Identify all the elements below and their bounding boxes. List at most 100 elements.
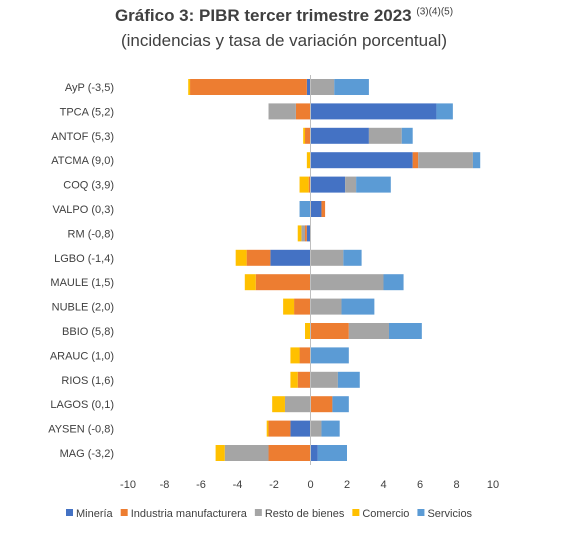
bar-bbio-5-8-servicios bbox=[388, 323, 422, 339]
bar-coq-3-9-industria-manufacturera bbox=[308, 176, 311, 193]
chart-subtitle: (incidencias y tasa de variación porcent… bbox=[120, 31, 447, 50]
bar-maule-1-5-servicios bbox=[383, 274, 404, 291]
bar-aysen-0-8-resto-de-bienes bbox=[310, 420, 322, 437]
bar-antof-5-3-resto-de-bienes bbox=[368, 127, 402, 144]
x-tick-label: -4 bbox=[233, 479, 243, 491]
bar-lgbo-1-4-resto-de-bienes bbox=[310, 249, 344, 266]
bar-ayp-3-5-resto-de-bienes bbox=[310, 79, 335, 95]
category-label: LAGOS (0,1) bbox=[50, 399, 114, 411]
bar-rios-1-6-comercio bbox=[290, 371, 298, 388]
bar-aysen-0-8-industria-manufacturera bbox=[268, 420, 291, 437]
bar-maule-1-5-resto-de-bienes bbox=[310, 274, 384, 291]
bar-nuble-2-0-servicios bbox=[341, 298, 375, 315]
bar-rm-0-8-comercio bbox=[297, 225, 302, 242]
category-label: TPCA (5,2) bbox=[60, 106, 114, 118]
legend: Minería Industria manufacturera Resto de b… bbox=[66, 508, 473, 520]
bar-lagos-0-1-industria-manufacturera bbox=[310, 396, 333, 413]
x-axis-ticks: -10 -8 -6 -4 -2 0 2 4 6 8 10 bbox=[120, 479, 499, 491]
bar-bbio-5-8-comercio bbox=[305, 323, 311, 339]
bar-lgbo-1-4-comercio bbox=[235, 249, 247, 266]
category-label: MAG (-3,2) bbox=[60, 448, 114, 460]
bar-antof-5-3-industria-manufacturera bbox=[305, 127, 311, 144]
category-labels: AyP (-3,5) TPCA (5,2) ANTOF (5,3) ATCMA (9,… bbox=[48, 82, 114, 460]
bar-tpca-5-2-mineria bbox=[310, 103, 437, 120]
legend-label-mineria: Minería bbox=[76, 508, 114, 520]
x-tick-label: 8 bbox=[453, 479, 459, 491]
bar-antof-5-3-mineria bbox=[310, 127, 369, 144]
bar-rios-1-6-servicios bbox=[337, 371, 360, 388]
bar-ayp-3-5-servicios bbox=[334, 79, 369, 95]
bar-mag-3-2-mineria bbox=[310, 445, 318, 461]
bars-layer bbox=[188, 75, 481, 465]
category-label: RIOS (1,6) bbox=[61, 375, 114, 387]
bar-nuble-2-0-resto-de-bienes bbox=[310, 298, 342, 315]
bar-bbio-5-8-industria-manufacturera bbox=[310, 323, 349, 339]
bar-arauc-1-0-servicios bbox=[310, 347, 349, 364]
legend-label-servicios: Servicios bbox=[427, 508, 472, 520]
legend-swatch-resto-de-bienes bbox=[254, 509, 262, 516]
x-tick-label: 6 bbox=[417, 479, 423, 491]
bar-rios-1-6-industria-manufacturera bbox=[297, 371, 311, 388]
category-label: COQ (3,9) bbox=[63, 180, 114, 192]
bar-atcma-9-0-resto-de-bienes bbox=[418, 152, 473, 169]
x-tick-label: -8 bbox=[160, 479, 170, 491]
bar-mag-3-2-industria-manufacturera bbox=[268, 445, 311, 461]
legend-label-resto-de-bienes: Resto de bienes bbox=[265, 508, 345, 520]
bar-ayp-3-5-industria-manufacturera bbox=[190, 79, 307, 95]
x-tick-label: 0 bbox=[307, 479, 313, 491]
category-label: ATCMA (9,0) bbox=[51, 155, 114, 167]
bar-coq-3-9-mineria bbox=[310, 176, 346, 193]
bar-mag-3-2-resto-de-bienes bbox=[224, 445, 269, 461]
category-label: LGBO (-1,4) bbox=[54, 253, 114, 265]
category-label: AYSEN (-0,8) bbox=[48, 424, 114, 436]
bar-tpca-5-2-servicios bbox=[436, 103, 453, 120]
bar-bbio-5-8-resto-de-bienes bbox=[348, 323, 389, 339]
bar-lgbo-1-4-industria-manufacturera bbox=[246, 249, 271, 266]
bar-ayp-3-5-comercio bbox=[188, 79, 191, 95]
legend-label-comercio: Comercio bbox=[362, 508, 409, 520]
bar-nuble-2-0-industria-manufacturera bbox=[294, 298, 311, 315]
bar-tpca-5-2-industria-manufacturera bbox=[295, 103, 311, 120]
bar-antof-5-3-comercio bbox=[303, 127, 306, 144]
x-tick-label: -2 bbox=[269, 479, 279, 491]
bar-coq-3-9-resto-de-bienes bbox=[345, 176, 357, 193]
bar-nuble-2-0-comercio bbox=[283, 298, 295, 315]
category-label: ANTOF (5,3) bbox=[51, 131, 114, 143]
bar-mag-3-2-comercio bbox=[215, 445, 225, 461]
category-label: BBIO (5,8) bbox=[62, 326, 114, 338]
bar-valpo-0-3-industria-manufacturera bbox=[321, 201, 326, 217]
x-tick-label: -6 bbox=[196, 479, 206, 491]
legend-label-industria-manufacturera: Industria manufacturera bbox=[131, 508, 248, 520]
bar-atcma-9-0-servicios bbox=[472, 152, 481, 169]
bar-lagos-0-1-comercio bbox=[272, 396, 285, 413]
chart-title: Gráfico 3: PIBR tercer trimestre 2023 (3… bbox=[0, 6, 568, 26]
legend-swatch-comercio bbox=[352, 509, 360, 516]
chart-title-text: Gráfico 3: PIBR tercer trimestre 2023 bbox=[114, 6, 412, 25]
bar-tpca-5-2-resto-de-bienes bbox=[268, 103, 296, 120]
bar-antof-5-3-servicios bbox=[401, 127, 413, 144]
bar-lagos-0-1-resto-de-bienes bbox=[284, 396, 311, 413]
bar-ayp-3-5-mineria bbox=[306, 79, 311, 95]
chart-title-notes: (3)(4)(5) bbox=[416, 6, 454, 18]
bar-coq-3-9-servicios bbox=[356, 176, 391, 193]
bar-rm-0-8-resto-de-bienes bbox=[301, 225, 306, 242]
category-label: AyP (-3,5) bbox=[65, 82, 114, 94]
bar-rm-0-8-industria-manufacturera bbox=[305, 225, 307, 242]
bar-lgbo-1-4-servicios bbox=[343, 249, 362, 266]
bar-lagos-0-1-servicios bbox=[332, 396, 349, 413]
bar-rios-1-6-resto-de-bienes bbox=[310, 371, 338, 388]
bar-valpo-0-3-servicios bbox=[299, 201, 311, 217]
legend-swatch-mineria bbox=[66, 509, 73, 516]
bar-lgbo-1-4-mineria bbox=[270, 249, 311, 266]
bar-coq-3-9-comercio bbox=[299, 176, 309, 193]
bar-atcma-9-0-comercio bbox=[306, 152, 311, 169]
category-label: ARAUC (1,0) bbox=[50, 350, 114, 362]
x-tick-label: 4 bbox=[380, 479, 386, 491]
bar-aysen-0-8-servicios bbox=[321, 420, 340, 437]
bar-atcma-9-0-mineria bbox=[310, 152, 413, 169]
bar-maule-1-5-comercio bbox=[244, 274, 256, 291]
bar-arauc-1-0-comercio bbox=[290, 347, 300, 364]
category-label: VALPO (0,3) bbox=[52, 204, 114, 216]
legend-swatch-servicios bbox=[417, 509, 425, 516]
